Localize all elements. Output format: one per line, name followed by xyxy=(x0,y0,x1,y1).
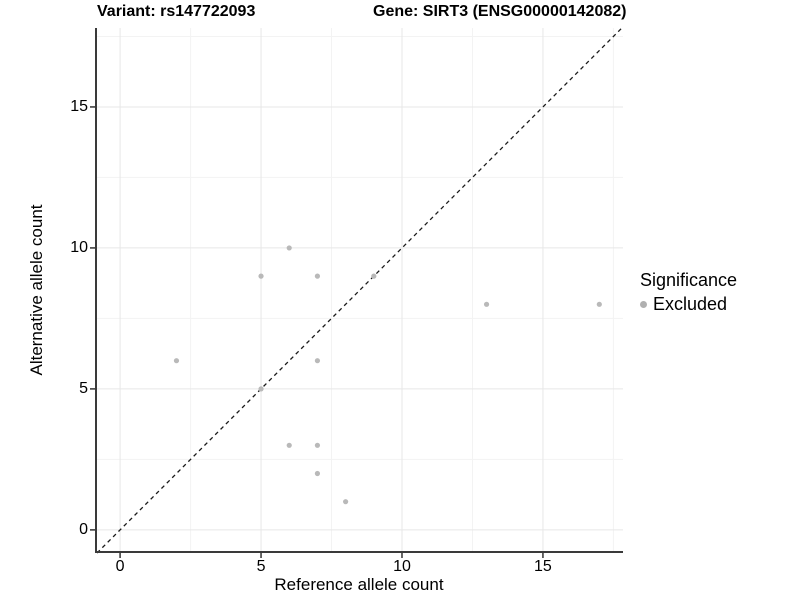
data-point xyxy=(314,358,321,364)
y-tick-label: 15 xyxy=(70,97,88,115)
legend-point-icon xyxy=(640,301,647,308)
data-point xyxy=(314,273,321,279)
y-axis-title: Alternative allele count xyxy=(27,204,46,376)
data-point xyxy=(286,442,292,448)
data-point xyxy=(314,442,321,448)
y-tick-label: 10 xyxy=(70,238,88,256)
x-tick-label: 5 xyxy=(256,558,266,575)
variant-title: Variant: rs147722093 xyxy=(97,3,256,20)
data-point xyxy=(258,273,264,279)
identity-line xyxy=(96,27,623,554)
x-tick-label: 15 xyxy=(534,558,552,575)
x-axis-title: Reference allele count xyxy=(274,575,444,594)
y-tick-label: 0 xyxy=(79,520,88,538)
plot-panel xyxy=(90,27,623,558)
legend: Significance Excluded xyxy=(640,270,737,315)
data-point xyxy=(483,301,490,307)
legend-entry: Excluded xyxy=(640,294,737,315)
data-point xyxy=(173,358,180,364)
data-point xyxy=(286,245,292,251)
data-point xyxy=(258,386,264,392)
gene-title: Gene: SIRT3 (ENSG00000142082) xyxy=(373,3,627,20)
data-point xyxy=(371,273,377,279)
legend-entry-label: Excluded xyxy=(653,294,728,314)
data-point xyxy=(314,470,321,477)
data-point xyxy=(343,499,349,505)
x-tick-label: 10 xyxy=(393,558,411,575)
data-point xyxy=(596,301,602,307)
y-tick-label: 5 xyxy=(79,379,88,397)
legend-title: Significance xyxy=(640,270,738,290)
x-tick-label: 0 xyxy=(115,558,125,575)
